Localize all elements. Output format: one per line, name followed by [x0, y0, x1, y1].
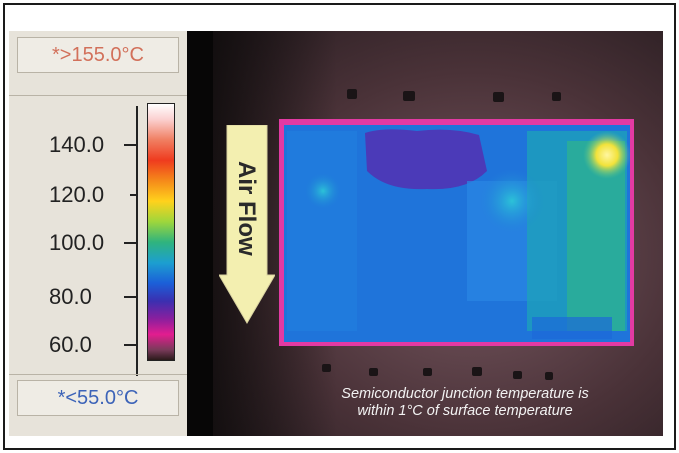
air-flow-arrow [219, 125, 275, 324]
zone [287, 131, 357, 331]
caption-line-1: Semiconductor junction temperature is [341, 386, 589, 402]
tick-100 [124, 242, 136, 244]
cool-zone [365, 129, 487, 190]
caption-line-2: within 1°C of surface temperature [357, 403, 573, 419]
max-temperature-readout: *>155.0°C [17, 37, 179, 73]
tick-60 [124, 344, 136, 346]
separator [9, 95, 187, 96]
hot-spot [583, 131, 631, 179]
tick-140 [124, 144, 136, 146]
tick-120 [130, 194, 136, 196]
image-caption: Semiconductor junction temperature is wi… [300, 386, 630, 420]
separator [9, 374, 187, 375]
scale-axis [136, 106, 138, 376]
tick-label-140: 140.0 [49, 132, 105, 157]
tick-label-100: 100.0 [49, 230, 105, 255]
air-flow-label: Air Flow [233, 160, 260, 256]
color-scale-bar [147, 103, 175, 361]
spot [305, 173, 341, 209]
min-temperature-readout: *<55.0°C [17, 380, 179, 416]
tick-label-120: 120.0 [49, 182, 105, 207]
mounting-holes-bottom [322, 364, 553, 380]
tick-label-80: 80.0 [49, 284, 92, 309]
tick-80 [124, 296, 136, 298]
mounting-holes-top [347, 89, 561, 102]
tick-label-60: 60.0 [49, 332, 92, 357]
thermal-image [187, 31, 663, 436]
zone [532, 317, 612, 339]
dark-edge [187, 31, 213, 436]
spot [480, 169, 544, 233]
temperature-scale-panel: *>155.0°C 140.0 120.0 100.0 80.0 60.0 *<… [9, 31, 187, 436]
